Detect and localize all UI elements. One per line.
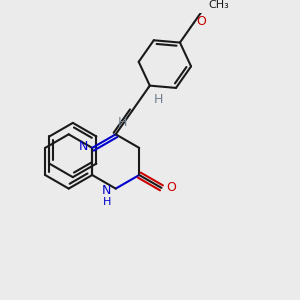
Text: O: O — [166, 182, 176, 194]
Text: H: H — [103, 196, 111, 207]
Text: H: H — [154, 93, 163, 106]
Text: N: N — [102, 184, 111, 196]
Text: N: N — [79, 140, 88, 153]
Text: O: O — [196, 15, 206, 28]
Text: CH₃: CH₃ — [209, 0, 230, 10]
Text: H: H — [118, 116, 127, 129]
